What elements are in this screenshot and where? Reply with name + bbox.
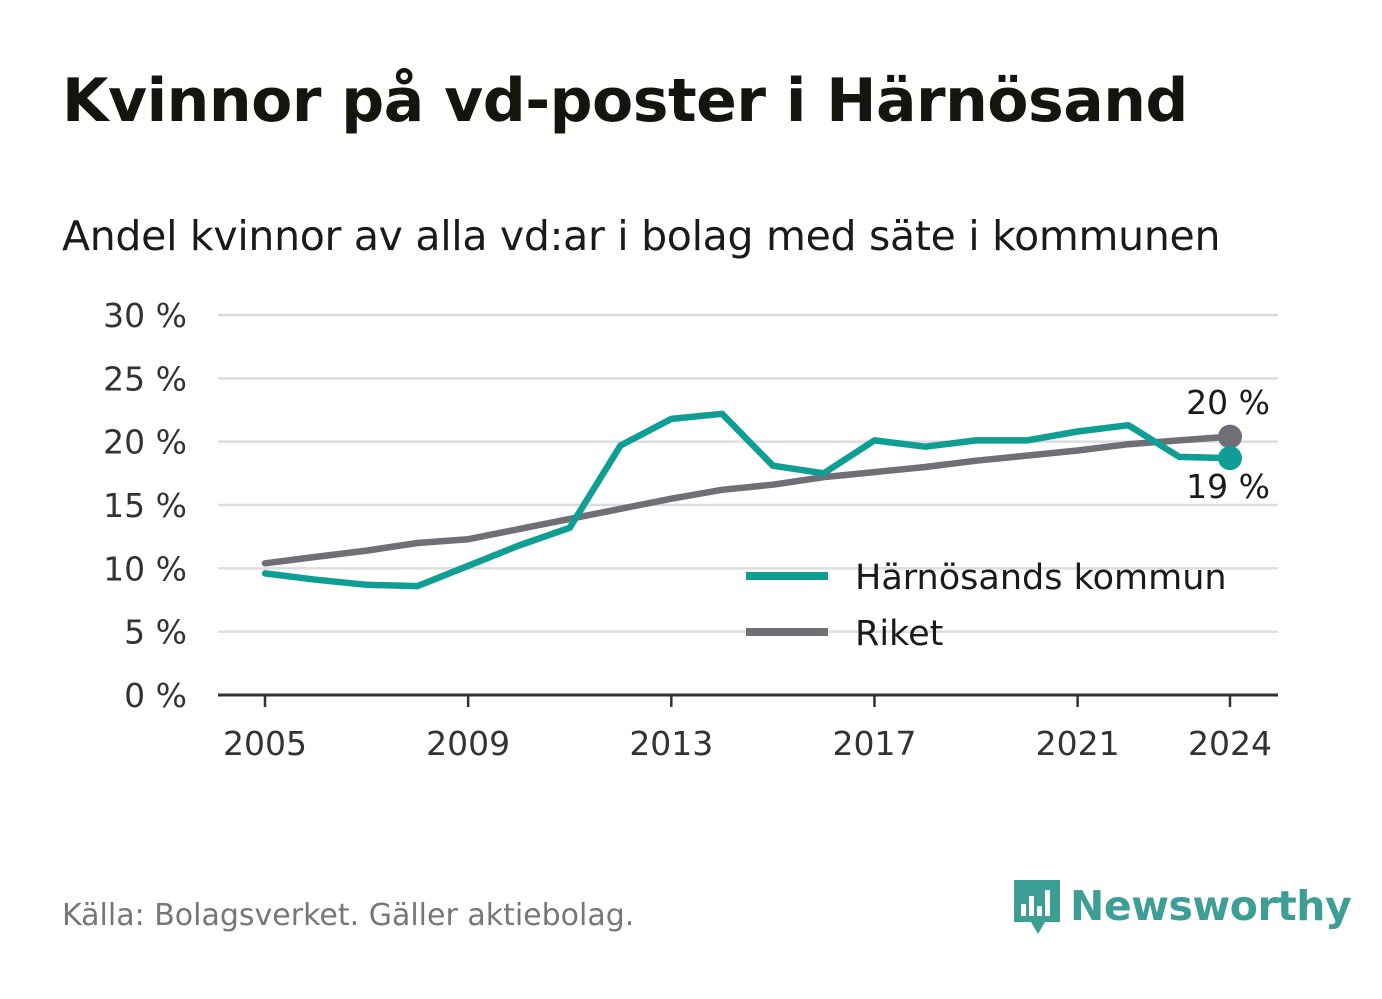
chart-subtitle: Andel kvinnor av alla vd:ar i bolag med … xyxy=(62,212,1221,260)
y-axis-ticks: 0 % 5 % 10 % 15 % 20 % 25 % 30 % xyxy=(103,296,187,715)
y-tick-label: 0 % xyxy=(124,676,187,715)
x-tick-label: 2017 xyxy=(832,724,916,763)
brand-logo: Newsworthy xyxy=(1012,876,1352,936)
series-line-harnosand xyxy=(261,410,1234,590)
x-axis-ticks: 2005 2009 2013 2017 2021 2024 xyxy=(223,695,1272,763)
brand-name: Newsworthy xyxy=(1070,882,1352,930)
y-tick-label: 5 % xyxy=(124,613,187,652)
legend-label-riket: Riket xyxy=(855,614,943,654)
x-tick-label: 2009 xyxy=(426,724,510,763)
x-tick-label: 2021 xyxy=(1036,724,1120,763)
end-point-riket xyxy=(1218,424,1242,449)
source-note: Källa: Bolagsverket. Gäller aktiebolag. xyxy=(62,898,635,933)
series-lines xyxy=(261,410,1242,590)
end-label-riket: 20 % xyxy=(1186,383,1270,422)
y-tick-label: 15 % xyxy=(103,486,187,525)
legend: Härnösands kommun Riket xyxy=(746,558,1227,654)
y-tick-label: 25 % xyxy=(103,359,187,398)
end-label-harnosand: 19 % xyxy=(1186,467,1270,506)
y-tick-label: 10 % xyxy=(103,549,187,588)
y-tick-label: 20 % xyxy=(103,423,187,462)
page-title: Kvinnor på vd-poster i Härnösand xyxy=(62,66,1188,136)
series-line-riket xyxy=(261,433,1234,567)
x-tick-label: 2005 xyxy=(223,724,307,763)
end-labels: 20 % 19 % xyxy=(1183,383,1273,509)
end-point-harnosand xyxy=(1218,446,1242,471)
x-tick-label: 2013 xyxy=(629,724,713,763)
x-tick-label: 2024 xyxy=(1188,724,1272,763)
newsworthy-logo-icon xyxy=(1014,880,1060,934)
y-tick-label: 30 % xyxy=(103,296,187,335)
legend-label-harnosand: Härnösands kommun xyxy=(855,558,1227,598)
